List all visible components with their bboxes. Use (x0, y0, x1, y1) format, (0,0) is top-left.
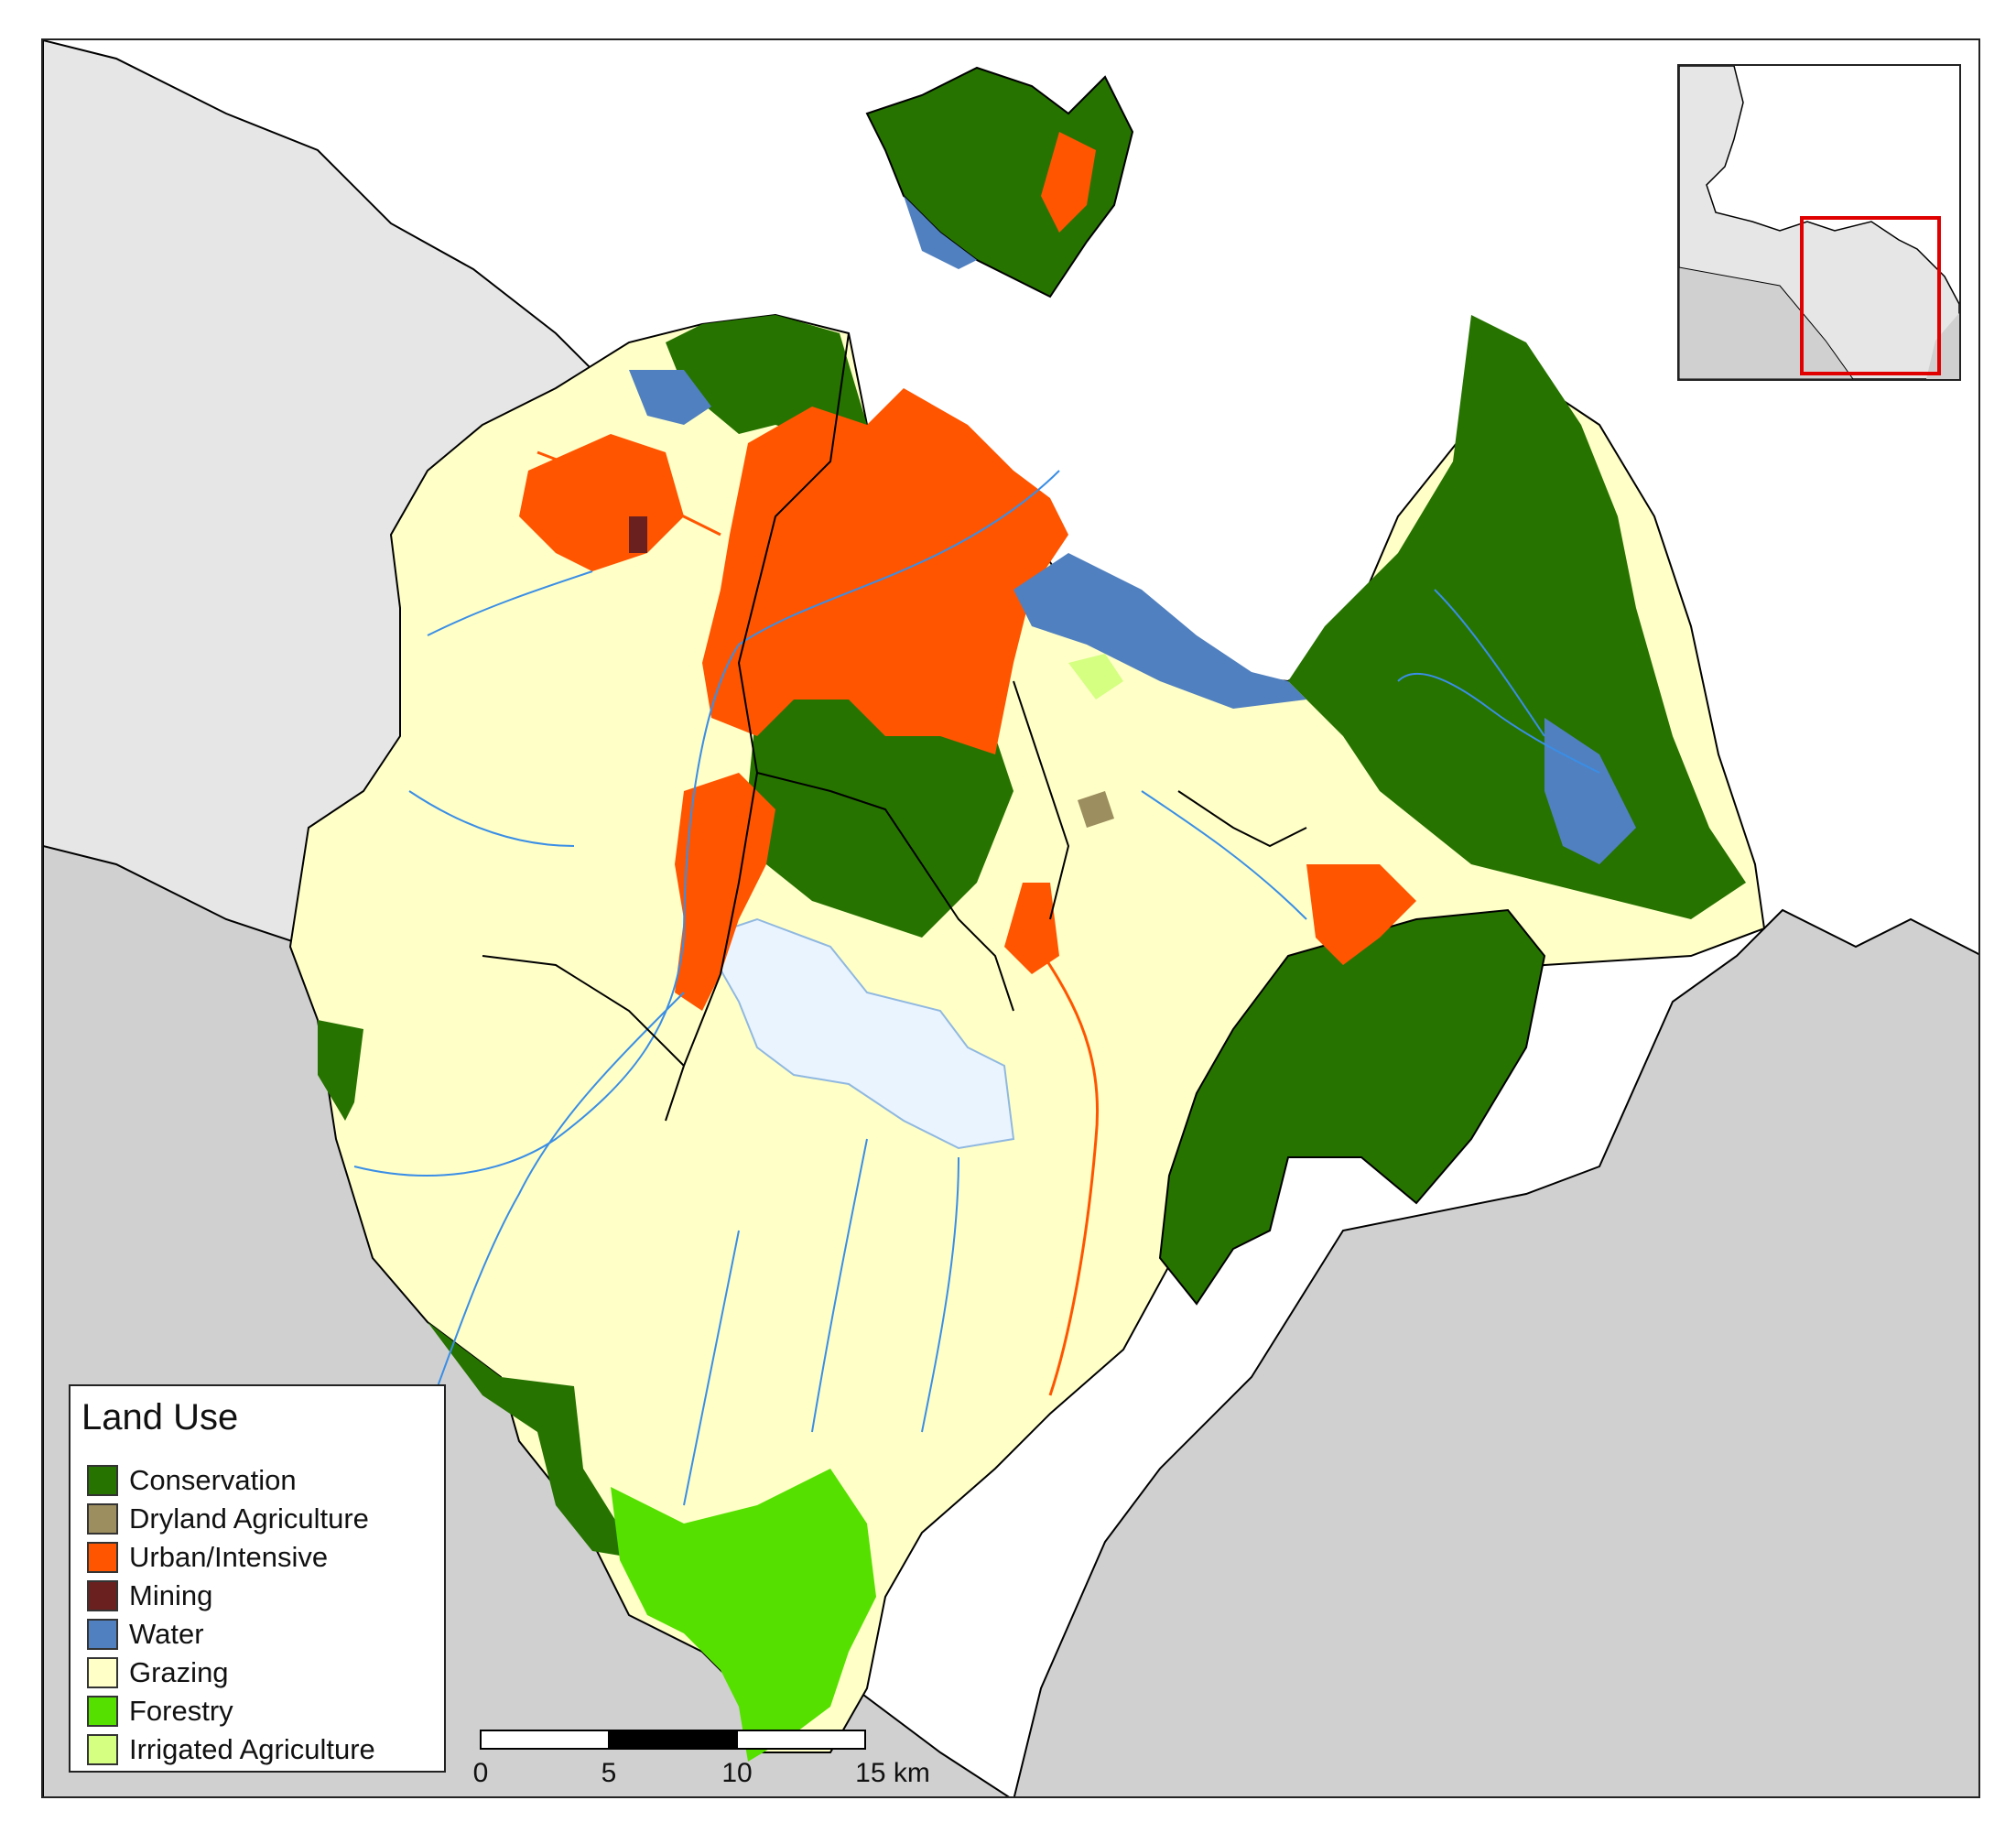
reservoir (700, 917, 1015, 1150)
legend-swatch (87, 1541, 118, 1573)
urban-island (1041, 132, 1096, 233)
urban-city (702, 388, 1068, 754)
legend-label: Irrigated Agriculture (129, 1732, 375, 1765)
legend-item-grazing: Grazing (87, 1654, 229, 1691)
legend-swatch (87, 1695, 118, 1727)
scale-bar: 0 5 10 15 km (462, 1721, 938, 1795)
highway (1030, 937, 1100, 1396)
legend: Land Use Conservation Dryland Agricultur… (69, 1384, 446, 1773)
legend-label: Water (129, 1617, 204, 1650)
water-harbour (629, 370, 711, 425)
scale-tick-15-km: 15 km (855, 1758, 930, 1788)
conservation-north-island (865, 66, 1134, 298)
legend-swatch (87, 1618, 118, 1650)
legend-item-forestry: Forestry (87, 1692, 233, 1730)
legend-label: Grazing (129, 1655, 229, 1688)
legend-swatch (87, 1579, 118, 1611)
legend-item-dryland-agriculture: Dryland Agriculture (87, 1500, 369, 1537)
water-island (904, 196, 977, 269)
legend-label: Forestry (129, 1694, 233, 1727)
subcatchment-boundaries (482, 332, 1307, 1122)
forestry-south (611, 1469, 876, 1762)
legend-item-water: Water (87, 1615, 204, 1653)
inset-land-south (1679, 266, 1854, 379)
legend-label: Dryland Agriculture (129, 1502, 369, 1535)
inset-locator-map[interactable] (1677, 64, 1961, 381)
scale-tick-5: 5 (601, 1758, 617, 1788)
conservation-south-east (1158, 908, 1546, 1306)
dryland-agriculture (1078, 791, 1114, 828)
conservation-south-west-2 (428, 1322, 647, 1560)
legend-item-urban-intensive: Urban/Intensive (87, 1538, 328, 1576)
urban-south (1004, 883, 1059, 974)
legend-label: Urban/Intensive (129, 1540, 329, 1573)
irrigated-agriculture (1068, 654, 1123, 700)
land-south-east-2 (1013, 908, 1978, 1796)
legend-item-conservation: Conservation (87, 1461, 297, 1499)
scale-tick-10: 10 (721, 1758, 753, 1788)
inset-extent-box (1800, 216, 1941, 375)
legend-swatch (87, 1733, 118, 1765)
urban-east (1306, 864, 1416, 965)
water-coast (1013, 553, 1306, 709)
inset-svg (1679, 66, 1959, 379)
conservation-south-west (318, 1020, 363, 1121)
legend-item-mining: Mining (87, 1577, 212, 1614)
legend-swatch (87, 1502, 118, 1535)
scale-tick-0: 0 (472, 1758, 489, 1788)
legend-swatch (87, 1656, 118, 1688)
legend-label: Conservation (129, 1463, 297, 1496)
mining (629, 516, 647, 553)
rivers (353, 470, 1600, 1506)
urban-west-2 (675, 773, 775, 1011)
scale-bar-graphic (480, 1730, 866, 1750)
water-east (1545, 718, 1636, 864)
legend-label: Mining (129, 1578, 213, 1611)
conservation-east (1288, 315, 1746, 919)
legend-item-irrigated-agriculture: Irrigated Agriculture (87, 1730, 375, 1768)
inset-land-east (1926, 313, 1959, 379)
legend-title: Land Use (81, 1397, 239, 1437)
legend-swatch (87, 1464, 118, 1496)
railway (537, 450, 721, 537)
